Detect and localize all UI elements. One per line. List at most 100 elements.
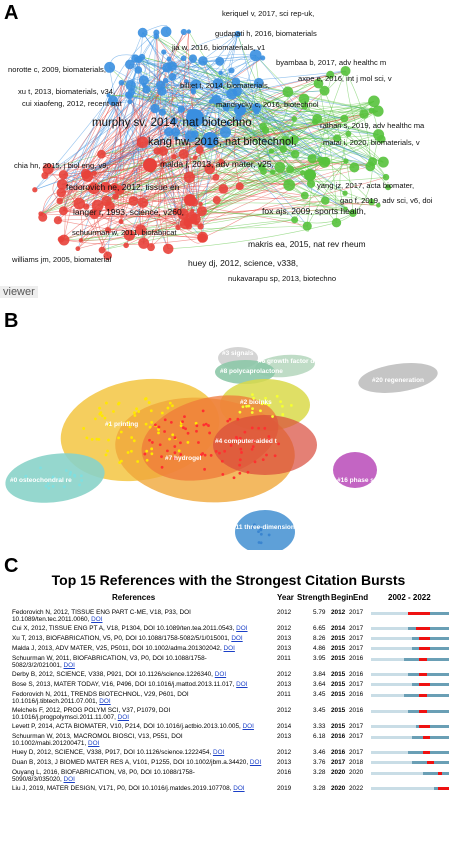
network-node <box>249 49 262 62</box>
network-edge <box>106 110 379 202</box>
network-node <box>291 116 298 122</box>
node-label: malda j, 2013, adv mater, v25, <box>160 159 274 169</box>
network-edge <box>63 101 131 176</box>
reference-citation: Huey D, 2012, SCIENCE, V338, P917, DOI 1… <box>12 749 213 756</box>
network-node <box>162 62 173 73</box>
doi-link[interactable]: DOI <box>117 714 130 722</box>
cluster-dot <box>106 449 109 453</box>
cluster-dot <box>268 438 271 442</box>
timeline-bar <box>371 751 449 754</box>
node-label: mandrycky c, 2016, biotechnol <box>216 100 319 109</box>
network-node <box>175 224 181 231</box>
cluster-dot <box>209 454 213 457</box>
reference-citation: Malda J, 2013, ADV MATER, V25, P5011, DO… <box>12 645 224 652</box>
cluster-dot <box>160 411 164 415</box>
cluster-dot <box>250 426 254 430</box>
network-edge <box>144 85 345 119</box>
cluster-dot <box>240 451 243 454</box>
doi-link[interactable]: DOI <box>223 645 235 652</box>
cluster-dot <box>163 418 167 422</box>
network-node <box>107 95 118 106</box>
network-node <box>58 170 69 180</box>
network-node <box>177 105 186 113</box>
cluster-dot <box>73 474 77 478</box>
cluster-dot <box>251 445 255 448</box>
doi-link[interactable]: DOI <box>231 635 243 642</box>
cluster-dot <box>208 431 212 435</box>
burst-year: 2013 <box>277 759 292 766</box>
cluster-label: #20 regeneration <box>372 377 424 384</box>
timeline-inactive <box>371 627 409 630</box>
cluster-dot <box>97 437 101 441</box>
node-label: kang hw, 2016, nat biotechnol, <box>148 136 297 148</box>
network-edge <box>63 95 109 211</box>
network-edge <box>324 90 354 214</box>
doi-link[interactable]: DOI <box>214 671 227 678</box>
network-node <box>343 158 349 164</box>
network-edge <box>220 72 325 93</box>
burst-end: 2016 <box>349 707 364 714</box>
burst-begin: 2016 <box>331 733 346 740</box>
network-node <box>123 242 129 249</box>
network-edge <box>304 195 372 203</box>
doi-link[interactable]: DOI <box>249 759 262 766</box>
cluster-dot <box>203 453 207 457</box>
cluster-dot <box>218 451 221 455</box>
doi-link[interactable]: DOI <box>236 681 248 688</box>
cluster-dots <box>24 393 293 545</box>
panel-c: C Top 15 References with the Strongest C… <box>0 555 457 850</box>
header-end: End <box>353 593 369 602</box>
doi-link[interactable]: DOI <box>91 616 103 624</box>
network-edge <box>318 83 337 223</box>
cluster-dot <box>147 401 151 404</box>
reference-citation: Schuurman W, 2013, MACROMOL BIOSCI, V13,… <box>12 733 183 740</box>
cluster-dot <box>79 474 83 478</box>
doi-link[interactable]: DOI <box>99 698 111 706</box>
cluster-region <box>5 453 105 503</box>
cluster-dot <box>154 423 157 427</box>
cluster-dot <box>46 482 50 486</box>
doi-link[interactable]: DOI <box>212 749 225 756</box>
network-node <box>100 181 112 193</box>
node-label: williams jm, 2005, biomaterial <box>11 255 111 264</box>
cluster-dot <box>250 411 254 414</box>
doi-link[interactable]: DOI <box>233 785 245 792</box>
network-node <box>56 178 68 190</box>
network-node <box>137 27 148 38</box>
network-node <box>251 102 262 113</box>
network-edge <box>294 212 354 224</box>
network-node <box>158 108 167 116</box>
reference-text: Ouyang L, 2016, BIOFABRICATION, V8, P0, … <box>12 769 274 784</box>
network-node <box>75 246 81 252</box>
reference-citation: Levett P, 2014, ACTA BIOMATER, V10, P214… <box>12 723 243 730</box>
cluster-dot <box>252 396 255 400</box>
cluster-dot <box>150 421 154 424</box>
burst-begin: 2015 <box>331 671 346 678</box>
timeline-inactive <box>371 751 409 754</box>
cluster-dot <box>259 409 262 413</box>
doi-link[interactable]: DOI <box>88 740 100 748</box>
doi-link[interactable]: DOI <box>236 625 248 632</box>
network-edge <box>63 210 144 244</box>
burst-segment <box>426 761 435 764</box>
cluster-dot <box>107 423 111 427</box>
cluster-dot <box>263 426 267 430</box>
network-node <box>153 29 160 36</box>
doi-link[interactable]: DOI <box>63 776 75 784</box>
network-edge <box>160 70 346 86</box>
network-edge <box>109 67 226 133</box>
burst-end: 2020 <box>349 769 364 776</box>
doi-link[interactable]: DOI <box>242 723 254 730</box>
cluster-dot <box>163 430 166 433</box>
cluster-dot <box>263 402 267 406</box>
doi-link[interactable]: DOI <box>63 662 75 670</box>
network-node <box>178 149 189 160</box>
reference-doi-number: 5090/8/3/035020, <box>12 776 64 784</box>
network-node <box>235 114 242 122</box>
timeline-bar <box>371 658 449 661</box>
burst-segment <box>419 658 427 661</box>
network-edge <box>303 98 384 163</box>
cluster-dot <box>132 439 136 443</box>
network-edge <box>191 110 379 218</box>
cluster-dot <box>267 403 271 407</box>
